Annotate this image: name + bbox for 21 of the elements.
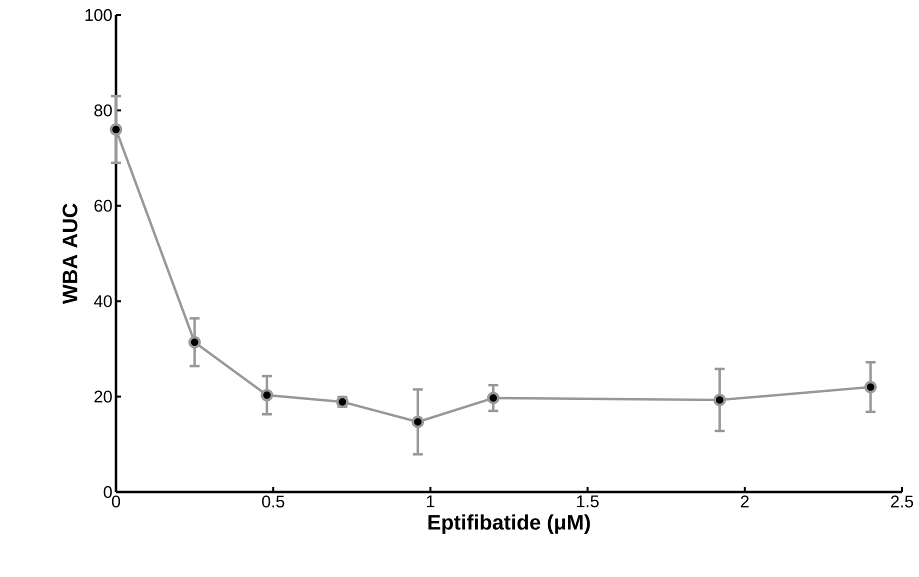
y-tick-label: 0 [104,486,112,498]
point [412,416,424,428]
point [487,392,500,404]
point [864,380,877,394]
x-axis-title: Eptifibatide (μM) [428,514,590,534]
point [110,123,122,136]
point [260,388,274,402]
x-tick-label: 0 [112,496,120,508]
y-tick-label: 80 [94,104,112,116]
y-axis-title: WBA AUC [62,204,78,304]
y-tick-label: 100 [86,8,112,21]
x-tick-label: 0.5 [262,496,284,508]
x-tick-label: 2 [740,496,749,508]
y-tick-label: 20 [94,390,112,403]
y-tick-label: 60 [94,200,112,212]
x-tick-label: 1 [426,496,434,508]
x-tick-label: 1.5 [577,496,599,508]
y-tick-label: 40 [94,295,112,308]
x-tick-label: 2.5 [891,496,914,508]
point [188,336,201,348]
point [713,394,726,406]
